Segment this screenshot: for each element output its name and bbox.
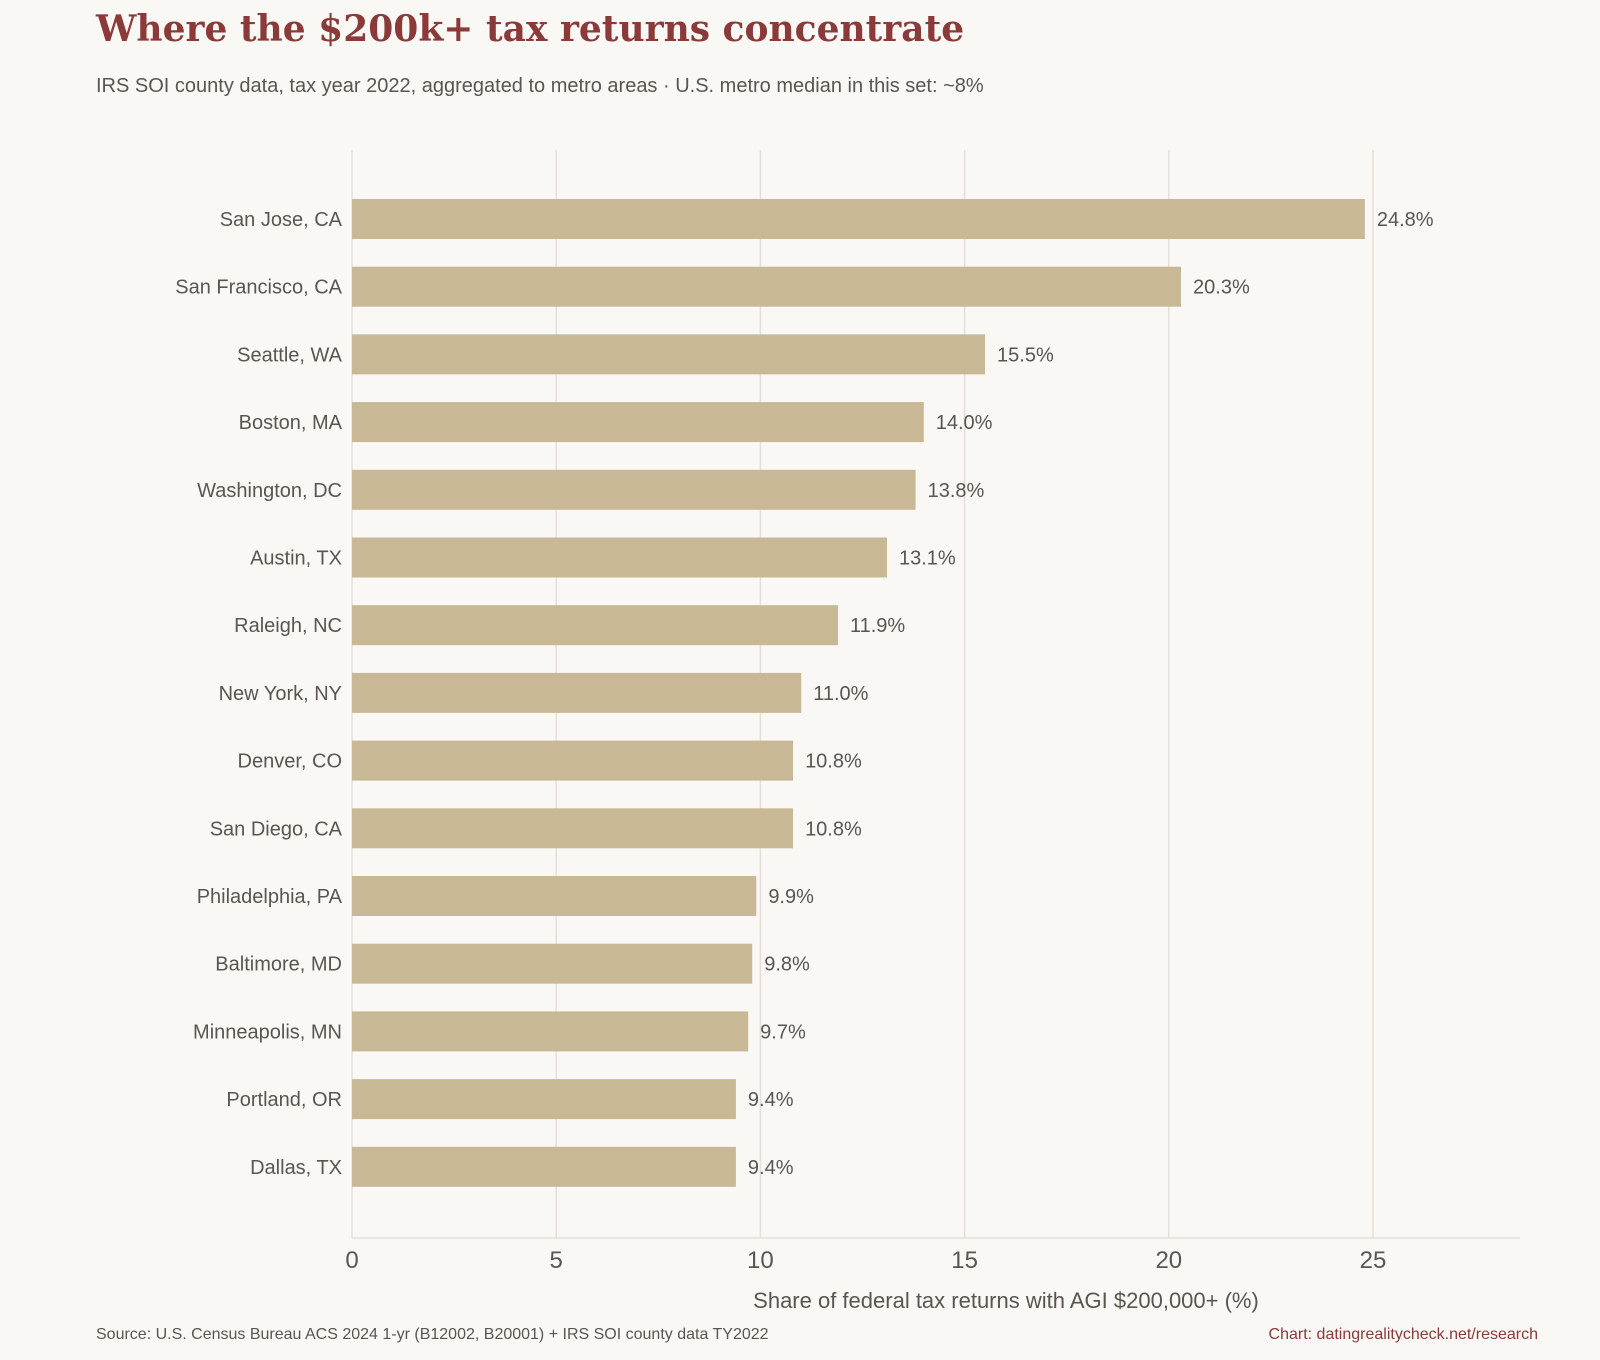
- category-label: Portland, OR: [226, 1089, 342, 1111]
- category-label: Boston, MA: [239, 412, 343, 434]
- bar: [352, 605, 838, 646]
- value-label: 9.8%: [764, 954, 810, 976]
- category-label: Dallas, TX: [250, 1157, 342, 1179]
- x-tick-label: 0: [345, 1247, 358, 1274]
- value-label: 9.9%: [768, 886, 814, 908]
- category-label: San Diego, CA: [210, 818, 343, 840]
- chart-subtitle: IRS SOI county data, tax year 2022, aggr…: [96, 75, 984, 97]
- category-label: San Jose, CA: [220, 209, 343, 231]
- value-label: 11.0%: [813, 683, 868, 705]
- bar: [352, 876, 757, 916]
- value-label: 20.3%: [1193, 277, 1250, 299]
- category-label: Austin, TX: [250, 548, 342, 570]
- chart-credit: Chart: datingrealitycheck.net/research: [1268, 1326, 1538, 1343]
- value-label: 9.4%: [748, 1089, 794, 1111]
- value-label: 24.8%: [1377, 209, 1434, 231]
- value-label: 13.8%: [928, 480, 985, 502]
- category-label: San Francisco, CA: [175, 277, 342, 299]
- value-label: 14.0%: [936, 412, 993, 434]
- bar: [352, 266, 1182, 307]
- bar: [352, 1011, 749, 1052]
- value-label: 9.4%: [748, 1157, 794, 1179]
- category-label: Raleigh, NC: [234, 615, 342, 637]
- bar: [352, 469, 916, 510]
- category-label: Seattle, WA: [237, 344, 343, 366]
- chart-title: Where the $200k+ tax returns concentrate: [96, 8, 965, 50]
- value-label: 11.9%: [850, 615, 905, 637]
- bar: [352, 537, 888, 578]
- value-label: 10.8%: [805, 751, 862, 773]
- value-label: 10.8%: [805, 818, 862, 840]
- x-tick-label: 25: [1360, 1247, 1387, 1274]
- bar: [352, 808, 794, 849]
- bar: [352, 334, 986, 375]
- category-label: Denver, CO: [238, 751, 342, 773]
- bar: [352, 402, 924, 443]
- bar: [352, 199, 1365, 239]
- value-label: 15.5%: [997, 344, 1054, 366]
- value-label: 9.7%: [760, 1021, 806, 1043]
- category-label: Washington, DC: [197, 480, 342, 502]
- x-tick-label: 10: [747, 1247, 774, 1274]
- x-tick-label: 5: [550, 1247, 563, 1274]
- x-tick-label: 15: [951, 1247, 978, 1274]
- category-label: New York, NY: [219, 683, 342, 705]
- bar: [352, 943, 753, 984]
- category-label: Minneapolis, MN: [193, 1021, 342, 1043]
- category-label: Baltimore, MD: [215, 954, 342, 976]
- bar: [352, 1146, 736, 1187]
- bar: [352, 740, 794, 781]
- x-axis-title: Share of federal tax returns with AGI $2…: [753, 1288, 1259, 1313]
- bars: San Jose, CA 24.8% San Francisco, CA 20.3% S…: [175, 199, 1434, 1187]
- x-tick-label: 20: [1155, 1247, 1182, 1274]
- source-note: Source: U.S. Census Bureau ACS 2024 1-yr…: [96, 1326, 769, 1343]
- bar: [352, 672, 802, 713]
- x-ticks: 0 5 10 15 20 25: [345, 1247, 1386, 1274]
- bar: [352, 1079, 736, 1120]
- value-label: 13.1%: [899, 548, 956, 570]
- category-label: Philadelphia, PA: [197, 886, 343, 908]
